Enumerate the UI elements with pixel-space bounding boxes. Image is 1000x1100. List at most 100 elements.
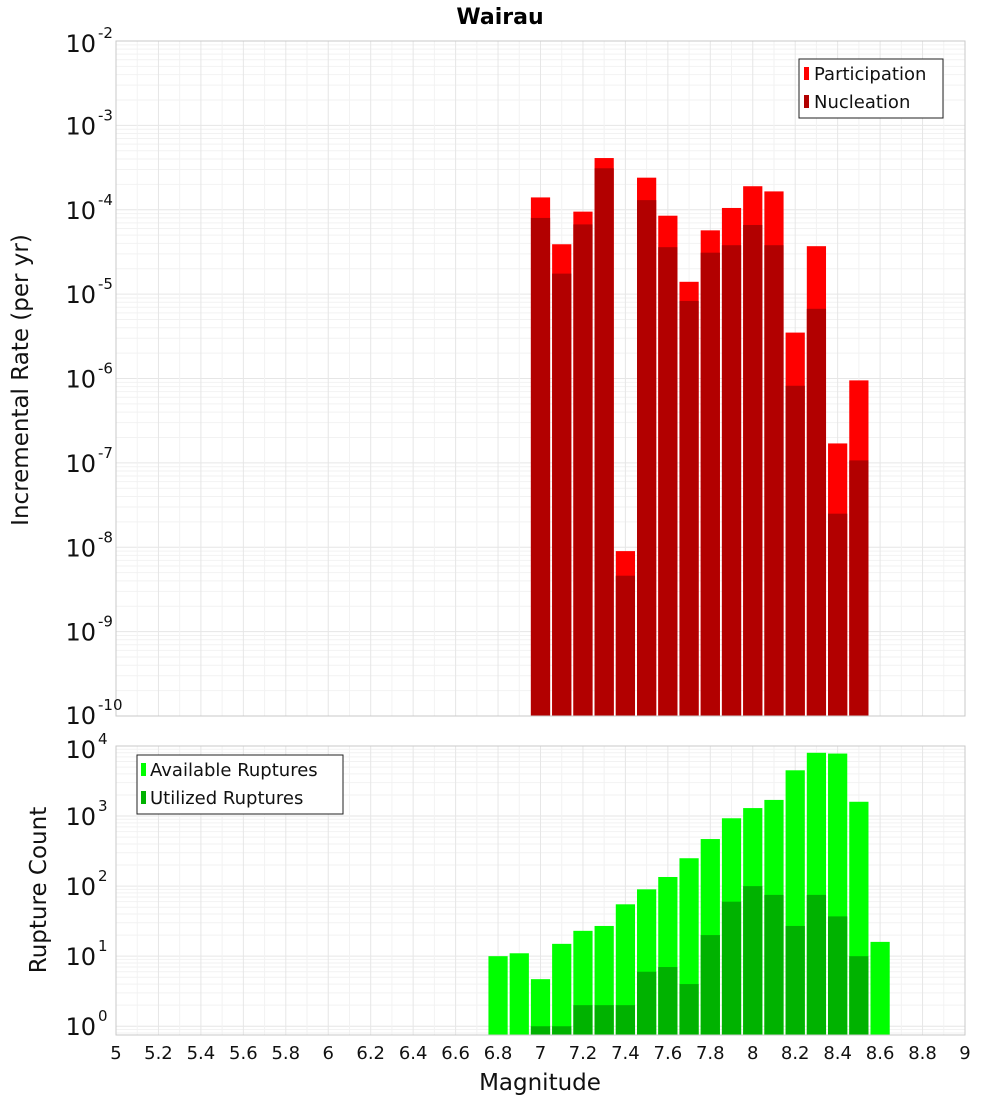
- legend-label-utilized: Utilized Ruptures: [150, 788, 303, 809]
- bar-utilized-ruptures-8.1: [764, 894, 784, 1035]
- y-tick-label: 10: [65, 112, 96, 140]
- x-tick-label: 6.4: [399, 1043, 428, 1064]
- y-tick-label: 10: [65, 619, 96, 647]
- y-tick-label: 10: [65, 736, 96, 764]
- y-tick-exponent: 4: [98, 730, 108, 748]
- y-tick-exponent: -5: [98, 275, 113, 293]
- bar-available-ruptures-8.6: [870, 941, 890, 1035]
- top-legend: Participation Nucleation: [798, 58, 944, 119]
- bar-utilized-ruptures-7.3: [594, 1005, 614, 1035]
- x-tick-label: 8: [747, 1043, 758, 1064]
- legend-swatch-participation: [804, 67, 809, 80]
- x-axis-label: Magnitude: [479, 1070, 601, 1096]
- y-tick-exponent: 2: [98, 867, 108, 885]
- bar-nucleation-8.5: [849, 460, 869, 716]
- bar-available-ruptures-7: [530, 979, 551, 1035]
- bar-nucleation-7.9: [721, 245, 742, 716]
- x-tick-label: 8.8: [908, 1043, 937, 1064]
- y-tick-exponent: -10: [98, 696, 123, 714]
- bar-nucleation-7.3: [594, 168, 614, 717]
- x-tick-label: 5.4: [187, 1043, 216, 1064]
- y-tick-label: 10: [65, 197, 96, 225]
- legend-label-participation: Participation: [814, 64, 926, 85]
- bar-nucleation-8.3: [806, 308, 827, 716]
- bar-utilized-ruptures-7.2: [573, 1005, 593, 1035]
- y-tick-exponent: -7: [98, 444, 113, 462]
- y-tick-label: 10: [65, 450, 96, 478]
- bar-available-ruptures-6.9: [509, 953, 529, 1035]
- y-tick-exponent: -2: [98, 24, 113, 42]
- legend-swatch-utilized: [141, 791, 146, 804]
- bar-nucleation-7.5: [637, 200, 657, 716]
- bar-available-ruptures-7.4: [615, 904, 636, 1035]
- bar-utilized-ruptures-7: [530, 1026, 551, 1035]
- x-tick-label: 7: [535, 1043, 546, 1064]
- bottom-legend: Available Ruptures Utilized Ruptures: [136, 754, 344, 815]
- y-tick-label: 10: [65, 803, 96, 831]
- bottom-bars: [488, 752, 890, 1035]
- bar-nucleation-8.1: [764, 245, 784, 716]
- x-tick-label: 6.8: [484, 1043, 513, 1064]
- top-bars: [530, 158, 869, 717]
- bar-utilized-ruptures-8.2: [785, 925, 805, 1035]
- legend-swatch-nucleation: [804, 95, 809, 108]
- x-tick-label: 8.4: [823, 1043, 852, 1064]
- bottom-plot-frame: [115, 745, 966, 1036]
- x-tick-label: 5: [110, 1043, 121, 1064]
- x-tick-label: 6.2: [356, 1043, 385, 1064]
- bar-utilized-ruptures-7.1: [552, 1026, 572, 1035]
- bar-utilized-ruptures-7.6: [658, 967, 678, 1035]
- bar-nucleation-8.4: [828, 513, 848, 716]
- bar-nucleation-7.8: [700, 252, 720, 717]
- x-tick-label: 6.6: [441, 1043, 470, 1064]
- bar-nucleation-7.1: [552, 273, 572, 716]
- bar-nucleation-7.6: [658, 247, 678, 716]
- x-tick-label: 7.6: [654, 1043, 683, 1064]
- y-tick-exponent: -3: [98, 106, 113, 124]
- legend-label-nucleation: Nucleation: [814, 92, 910, 113]
- bar-utilized-ruptures-7.9: [721, 901, 742, 1035]
- x-tick-label: 6: [323, 1043, 334, 1064]
- bar-utilized-ruptures-7.4: [615, 1005, 636, 1035]
- bar-nucleation-8: [743, 224, 763, 717]
- bar-utilized-ruptures-7.5: [637, 971, 657, 1035]
- legend-swatch-available: [141, 763, 146, 776]
- y-tick-label: 10: [65, 534, 96, 562]
- bar-available-ruptures-7.1: [552, 943, 572, 1035]
- bar-nucleation-8.2: [785, 385, 805, 716]
- top-plot-frame: [115, 40, 966, 717]
- x-tick-label: 8.6: [866, 1043, 895, 1064]
- y-tick-label: 10: [65, 281, 96, 309]
- bar-nucleation-7.2: [573, 224, 593, 717]
- x-tick-label: 9: [959, 1043, 970, 1064]
- x-tick-label: 5.2: [144, 1043, 173, 1064]
- y-tick-label: 10: [65, 366, 96, 394]
- y-tick-exponent: -6: [98, 360, 113, 378]
- x-ticks: 5 5.2 5.4 5.6 5.8 6 6.2 6.4 6.6 6.8 7 7.2 7.4 7.6 7.8 8…: [110, 1043, 970, 1064]
- y-tick-exponent: 3: [98, 797, 108, 815]
- bar-utilized-ruptures-8: [743, 886, 763, 1035]
- y-tick-exponent: -8: [98, 528, 113, 546]
- bar-utilized-ruptures-8.3: [806, 894, 827, 1035]
- x-tick-label: 7.8: [696, 1043, 725, 1064]
- x-tick-label: 5.6: [229, 1043, 258, 1064]
- legend-label-available: Available Ruptures: [150, 760, 318, 781]
- chart-title: Wairau: [456, 5, 543, 30]
- y-tick-label: 10: [65, 702, 96, 730]
- bar-utilized-ruptures-8.4: [828, 916, 848, 1035]
- y-tick-label: 10: [65, 943, 96, 971]
- x-tick-label: 8.2: [781, 1043, 810, 1064]
- bar-utilized-ruptures-7.7: [679, 984, 699, 1035]
- bottom-legend-box: [136, 754, 344, 815]
- bar-utilized-ruptures-7.8: [700, 935, 720, 1035]
- y-tick-exponent: -9: [98, 613, 113, 631]
- bottom-y-axis-label: Rupture Count: [26, 807, 52, 973]
- bar-available-ruptures-6.8: [488, 956, 508, 1035]
- y-tick-exponent: 0: [98, 1007, 108, 1025]
- top-y-axis-label: Incremental Rate (per yr): [8, 234, 34, 526]
- y-tick-label: 10: [65, 1013, 96, 1041]
